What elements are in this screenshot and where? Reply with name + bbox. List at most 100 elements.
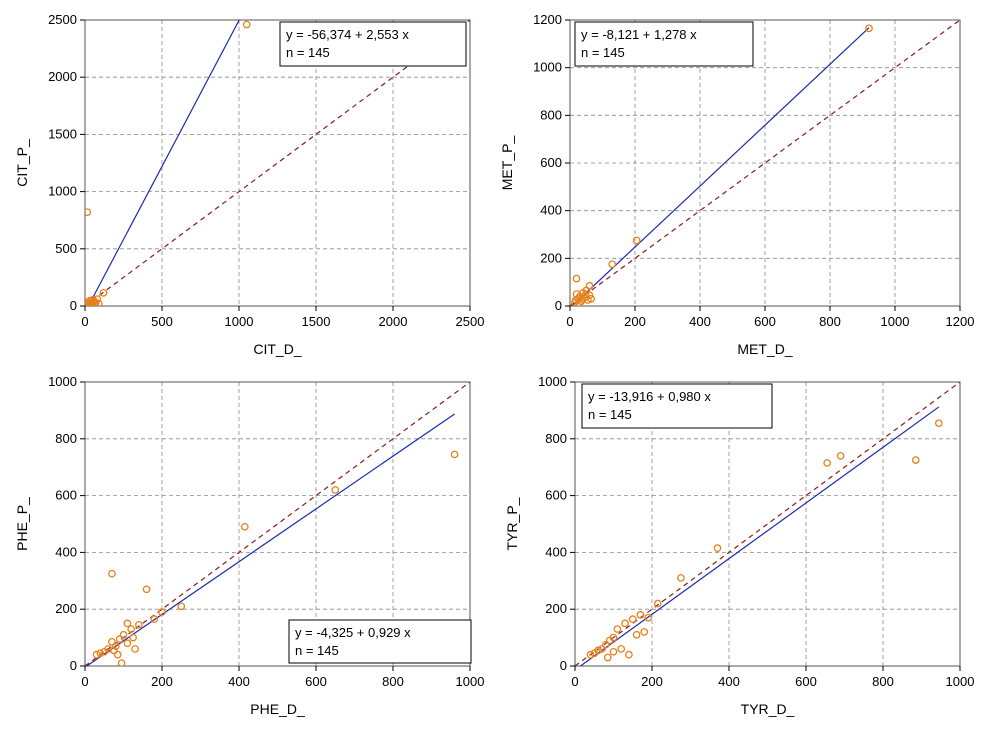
x-tick-label: 0 (81, 314, 88, 329)
scatter-plot-3: 0 200 400 600 800 1000 0 200 400 600 800 1000 PHE_D_… (14, 374, 484, 717)
data-point (636, 611, 645, 619)
data-point (158, 608, 166, 616)
x-tick-label: 600 (754, 314, 776, 329)
data-point (587, 294, 595, 303)
y-tick-label: 1000 (533, 60, 562, 75)
x-axis-label: PHE_D_ (250, 701, 305, 717)
data-area (85, 20, 470, 306)
data-point (617, 645, 626, 653)
data-point (621, 619, 629, 628)
data-point (95, 299, 103, 306)
y-tick-label: 400 (545, 544, 567, 559)
regression-equation: y = -13,916 + 0,980 x (588, 389, 711, 404)
x-tick-label: 400 (718, 674, 740, 689)
y-axis-label: MET_P_ (499, 136, 515, 191)
data-point (911, 456, 920, 464)
data-point (677, 574, 685, 582)
x-tick-label: 0 (566, 314, 573, 329)
data-point (609, 647, 618, 656)
data-point (100, 647, 109, 656)
data-area (85, 382, 470, 666)
data-point (632, 630, 641, 639)
x-tick-label: 1000 (881, 314, 910, 329)
equation-box: y = -8,121 + 1,278 x n = 145 (574, 21, 754, 67)
regression-equation: y = -4,325 + 0,929 x (295, 625, 411, 640)
x-tick-label: 400 (228, 674, 250, 689)
data-point (108, 638, 116, 646)
data-point (605, 636, 614, 645)
data-point (581, 290, 590, 299)
x-tick-label: 400 (689, 314, 711, 329)
data-point (644, 613, 653, 622)
data-point (585, 291, 594, 300)
data-point (653, 599, 662, 608)
y-tick-label: 500 (55, 241, 77, 256)
data-area (570, 20, 960, 306)
y-tick-label: 600 (545, 488, 567, 503)
data-point (613, 625, 622, 633)
sample-size-label: n = 145 (286, 45, 330, 60)
sample-size-label: n = 145 (295, 643, 339, 658)
data-point (608, 260, 617, 269)
identity-line (85, 382, 470, 666)
x-tick-label: 200 (624, 314, 646, 329)
y-tick-label: 200 (545, 601, 567, 616)
data-point (85, 298, 92, 306)
data-point (131, 645, 139, 653)
x-tick-label: 200 (151, 674, 173, 689)
y-tick-label: 800 (545, 431, 567, 446)
y-tick-label: 800 (540, 107, 562, 122)
y-tick-label: 200 (55, 601, 77, 616)
data-point (865, 24, 873, 33)
data-point (135, 620, 143, 629)
data-point (242, 20, 251, 29)
y-axis-label: PHE_P_ (14, 497, 30, 551)
data-point (628, 615, 637, 623)
y-tick-label: 1000 (48, 184, 77, 199)
x-tick-label: 1000 (456, 674, 485, 689)
data-point (571, 296, 580, 304)
y-tick-label: 1000 (48, 374, 77, 389)
data-point (640, 628, 649, 636)
data-point (85, 301, 91, 306)
data-point (123, 619, 132, 628)
equation-box: y = -4,325 + 0,929 x n = 145 (288, 619, 472, 664)
data-point (586, 650, 595, 659)
data-point (119, 630, 128, 639)
equation-box-frame (288, 619, 472, 664)
data-point (572, 274, 581, 283)
sample-size-label: n = 145 (588, 407, 632, 422)
y-axis-label: TYR_P_ (504, 497, 520, 550)
regression-line (87, 20, 240, 306)
equation-box-frame (581, 383, 773, 429)
data-point (113, 650, 122, 659)
x-tick-label: 1200 (946, 314, 975, 329)
y-tick-label: 0 (560, 658, 567, 673)
data-point (598, 645, 606, 653)
plot-frame (84, 19, 471, 307)
regression-line (86, 413, 455, 666)
x-tick-label: 0 (81, 674, 88, 689)
x-tick-label: 500 (151, 314, 173, 329)
data-point (625, 650, 633, 659)
y-tick-label: 400 (55, 544, 77, 559)
plot-frame (84, 381, 471, 667)
data-point (590, 649, 599, 658)
data-point (110, 646, 118, 655)
y-tick-label: 1000 (538, 374, 567, 389)
y-tick-label: 0 (70, 298, 77, 313)
regression-equation: y = -56,374 + 2,553 x (286, 27, 409, 42)
y-tick-label: 0 (555, 298, 562, 313)
x-tick-label: 200 (641, 674, 663, 689)
x-tick-label: 1500 (302, 314, 331, 329)
data-point (331, 486, 340, 494)
data-point (85, 300, 92, 306)
equation-box-frame (574, 21, 754, 67)
data-point (99, 288, 108, 297)
y-tick-label: 2500 (48, 12, 77, 27)
data-point (117, 659, 126, 666)
y-axis-label: CIT_P_ (14, 139, 30, 187)
data-point (713, 544, 722, 552)
x-tick-label: 800 (872, 674, 894, 689)
data-point (836, 451, 845, 460)
